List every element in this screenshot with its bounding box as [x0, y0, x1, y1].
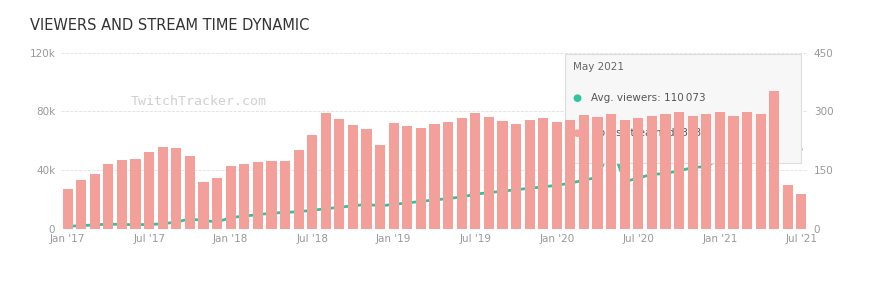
- Bar: [660, 115, 671, 229]
- Bar: [226, 166, 235, 229]
- Bar: [647, 116, 657, 229]
- Bar: [606, 115, 616, 229]
- Bar: [388, 123, 399, 229]
- Bar: [511, 124, 521, 229]
- Bar: [470, 113, 481, 229]
- Bar: [267, 161, 276, 229]
- Bar: [321, 113, 331, 229]
- Bar: [674, 112, 684, 229]
- Bar: [335, 119, 344, 229]
- Bar: [484, 117, 494, 229]
- Bar: [552, 122, 562, 229]
- Bar: [253, 162, 263, 229]
- Bar: [796, 194, 806, 229]
- Bar: [130, 159, 141, 229]
- Bar: [375, 144, 385, 229]
- Bar: [579, 115, 589, 229]
- Bar: [198, 182, 209, 229]
- Bar: [90, 174, 100, 229]
- Bar: [742, 112, 753, 229]
- Bar: [294, 150, 304, 229]
- Bar: [783, 185, 793, 229]
- Bar: [701, 115, 712, 229]
- Bar: [593, 117, 603, 229]
- Bar: [620, 120, 630, 229]
- Text: Avg. viewers: 110 073: Avg. viewers: 110 073: [592, 93, 706, 103]
- Bar: [402, 126, 413, 229]
- Bar: [103, 164, 114, 229]
- Bar: [715, 112, 725, 229]
- Bar: [157, 146, 168, 229]
- Bar: [429, 124, 440, 229]
- Bar: [76, 180, 86, 229]
- Bar: [443, 122, 454, 229]
- Bar: [116, 160, 127, 229]
- Bar: [239, 164, 249, 229]
- Text: TwitchTracker.com: TwitchTracker.com: [131, 96, 267, 108]
- Text: ●: ●: [573, 128, 581, 138]
- Bar: [63, 190, 73, 229]
- Point: [767, 65, 781, 70]
- Text: May 2021: May 2021: [573, 62, 624, 71]
- Text: VIEWERS AND STREAM TIME DYNAMIC: VIEWERS AND STREAM TIME DYNAMIC: [30, 18, 309, 33]
- Bar: [144, 152, 155, 229]
- Bar: [755, 115, 766, 229]
- Text: ●: ●: [573, 93, 581, 103]
- Point: [767, 65, 781, 70]
- Bar: [416, 128, 426, 229]
- Bar: [634, 118, 643, 229]
- Bar: [185, 156, 195, 229]
- Bar: [362, 129, 372, 229]
- FancyBboxPatch shape: [566, 54, 800, 163]
- Bar: [525, 120, 534, 229]
- Bar: [566, 120, 575, 229]
- Bar: [728, 116, 739, 229]
- Text: Hours streamed: 353: Hours streamed: 353: [592, 128, 701, 138]
- Bar: [280, 161, 290, 229]
- Bar: [456, 118, 467, 229]
- Bar: [769, 91, 779, 229]
- Bar: [687, 116, 698, 229]
- Bar: [171, 149, 182, 229]
- Bar: [307, 135, 317, 229]
- Bar: [497, 121, 507, 229]
- Bar: [212, 178, 222, 229]
- Bar: [348, 125, 358, 229]
- Bar: [538, 118, 548, 229]
